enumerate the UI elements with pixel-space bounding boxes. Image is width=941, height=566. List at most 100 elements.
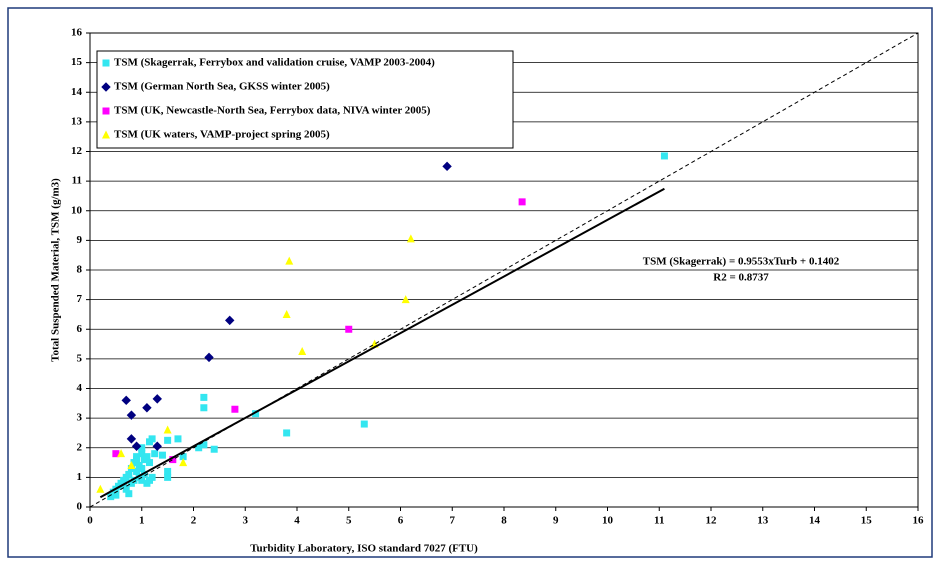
point [210, 445, 218, 453]
point [174, 435, 182, 443]
point [164, 467, 172, 475]
point [282, 309, 291, 318]
point [152, 441, 162, 451]
x-tick-label: 4 [294, 515, 300, 527]
legend-marker [102, 130, 110, 139]
x-tick-label: 10 [602, 515, 614, 527]
point [143, 453, 151, 461]
y-tick-label: 9 [77, 234, 83, 246]
y-tick-label: 6 [77, 323, 83, 335]
y-tick-label: 14 [71, 86, 83, 98]
y-axis-title: Total Suspended Material, TSM (g/m3) [50, 178, 62, 362]
x-tick-label: 2 [191, 515, 197, 527]
point [151, 450, 159, 458]
point [200, 393, 208, 401]
point [298, 346, 307, 355]
y-tick-label: 12 [71, 145, 83, 157]
point [148, 435, 156, 443]
point [158, 451, 166, 459]
legend: TSM (Skagerrak, Ferrybox and validation … [96, 50, 514, 149]
point [283, 429, 291, 437]
point [285, 256, 294, 265]
point [195, 444, 203, 452]
x-tick-label: 6 [398, 515, 404, 527]
legend-label: TSM (UK waters, VAMP-project spring 2005… [114, 129, 330, 141]
y-tick-label: 15 [71, 56, 83, 68]
legend-box [96, 50, 514, 149]
r-squared: R2 = 0.8737 [713, 272, 769, 284]
plot-frame [89, 32, 919, 508]
point [122, 485, 130, 493]
y-tick-label: 16 [71, 27, 83, 39]
y-tick-label: 7 [77, 293, 83, 305]
x-tick-label: 15 [861, 515, 873, 527]
point [117, 449, 126, 458]
legend-marker [102, 107, 110, 115]
x-tick-label: 11 [654, 515, 664, 527]
point [96, 484, 105, 493]
point [360, 420, 368, 428]
point [152, 394, 162, 404]
point [133, 453, 141, 461]
y-tick-label: 1 [77, 471, 83, 483]
trend-line [99, 187, 665, 499]
point [126, 434, 137, 444]
y-tick-label: 5 [77, 352, 83, 364]
point [125, 490, 133, 498]
y-tick-label: 8 [77, 264, 83, 276]
point [112, 491, 120, 499]
y-tick-label: 0 [77, 501, 83, 513]
point [660, 152, 668, 160]
point [406, 234, 415, 243]
point [125, 470, 133, 478]
x-tick-label: 12 [706, 515, 718, 527]
point [146, 459, 154, 467]
point [121, 395, 131, 406]
legend-label: TSM (Skagerrak, Ferrybox and validation … [114, 57, 435, 69]
point [179, 453, 187, 461]
point [130, 476, 138, 484]
point [169, 456, 177, 464]
point [138, 450, 146, 458]
legend-marker [101, 82, 111, 92]
y-tick-label: 10 [71, 204, 83, 216]
point [127, 461, 136, 470]
x-tick-label: 14 [809, 515, 821, 527]
y-tick-label: 4 [77, 382, 83, 394]
point [164, 436, 172, 444]
x-tick-label: 5 [346, 515, 352, 527]
y-tick-label: 3 [77, 412, 83, 424]
y-tick-label: 11 [72, 175, 82, 187]
point [112, 450, 120, 458]
point [225, 315, 235, 326]
point [164, 473, 172, 481]
point [345, 325, 353, 333]
point [138, 476, 146, 484]
point [140, 470, 148, 478]
equation: TSM (Skagerrak) = 0.9553xTurb + 0.1402 [643, 256, 840, 268]
point [138, 464, 146, 472]
x-tick-label: 13 [757, 515, 769, 527]
point [142, 403, 152, 413]
x-tick-label: 16 [913, 515, 925, 527]
x-tick-label: 9 [553, 515, 559, 527]
x-tick-label: 8 [501, 515, 507, 527]
point [133, 467, 141, 475]
point [252, 410, 260, 418]
point [442, 161, 452, 172]
point [200, 441, 208, 449]
point [107, 493, 115, 501]
point [163, 425, 172, 434]
x-tick-label: 7 [450, 515, 456, 527]
point [231, 405, 239, 413]
point [148, 473, 156, 481]
point [138, 444, 146, 452]
y-tick-label: 13 [71, 115, 83, 127]
point [518, 198, 526, 206]
x-tick-label: 1 [139, 515, 145, 527]
identity-line [89, 32, 919, 508]
legend-label: TSM (German North Sea, GKSS winter 2005) [114, 81, 330, 93]
point [401, 295, 410, 304]
x-tick-label: 0 [87, 515, 93, 527]
